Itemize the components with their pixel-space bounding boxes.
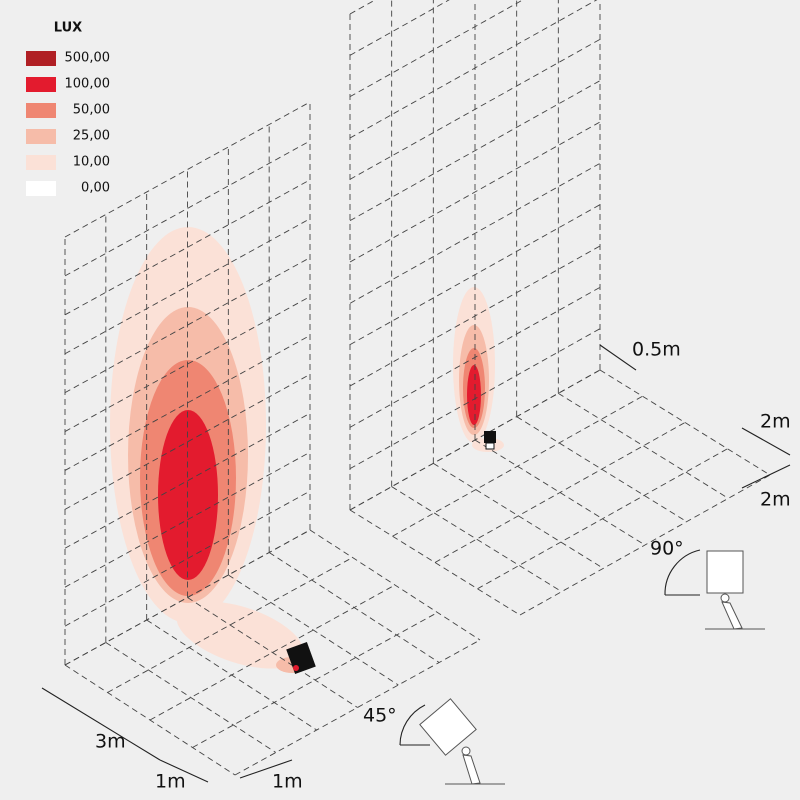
angle-label: 90° (650, 538, 684, 560)
dimension-lines: 3m 1m 1m 0.5m 2m 2m (41, 339, 791, 793)
grid-line (192, 612, 438, 748)
dim-line (159, 759, 209, 783)
legend-swatch (26, 77, 56, 92)
dim-line (239, 759, 293, 779)
legend-swatch (26, 129, 56, 144)
luminaire-left (286, 642, 316, 674)
grid-line (349, 204, 601, 346)
grid-line (349, 162, 601, 304)
angle-icon-90: 90° (650, 538, 765, 630)
legend-label: 10,00 (73, 155, 110, 170)
fixture (419, 698, 477, 756)
grid-line (519, 474, 771, 616)
legend-label: 50,00 (73, 103, 110, 118)
grid-line (64, 529, 311, 666)
dim-line (599, 344, 637, 371)
grid-line (64, 490, 311, 627)
luminaire-base (485, 442, 495, 450)
fixture-arm (462, 754, 481, 785)
angle-label: 45° (363, 705, 397, 727)
luminaire-right (484, 431, 496, 450)
dim-line (741, 464, 791, 489)
grid-line (349, 509, 521, 616)
grid-line (107, 557, 353, 693)
grid-line (349, 80, 601, 222)
legend-label: 500,00 (65, 51, 111, 66)
grid-line (349, 328, 601, 470)
legend-swatch (26, 155, 56, 170)
angle-icon-45: 45° (363, 698, 505, 785)
legend-label: 0,00 (81, 181, 110, 196)
grid-line (234, 639, 481, 776)
grid-line (477, 448, 728, 590)
grid-line (64, 140, 311, 277)
grid-line (558, 392, 729, 499)
grid-line (392, 395, 643, 537)
legend-label: 25,00 (73, 129, 110, 144)
fixture-pivot (461, 746, 471, 756)
grid-line (64, 451, 311, 588)
grid-line (433, 462, 604, 569)
dim-line (741, 427, 791, 456)
grid-line (64, 335, 311, 471)
dim-label: 3m (95, 731, 126, 753)
grids (64, 0, 771, 776)
grid-line (391, 486, 562, 593)
grid-line (434, 422, 686, 563)
fixture-arm (721, 601, 743, 630)
luminaire-body (286, 642, 316, 674)
grid-line (349, 369, 601, 511)
grid-line (64, 296, 311, 432)
grid-line (149, 584, 396, 721)
grid-line (64, 101, 311, 238)
legend-label: 100,00 (65, 77, 111, 92)
grid-line (349, 0, 524, 98)
grid-line (349, 0, 598, 139)
legend-swatch (26, 103, 56, 118)
grid-line (516, 416, 687, 523)
grid-line (64, 179, 311, 316)
grid-line (474, 439, 646, 546)
grid-line (64, 373, 311, 510)
grid-line (64, 412, 311, 549)
grid-line (228, 574, 399, 686)
zone-100 (158, 410, 218, 580)
dim-label: 1m (155, 771, 186, 793)
legend-title: LUX (54, 21, 82, 36)
grid-line (349, 245, 601, 387)
luminaire-body (484, 431, 496, 443)
fixture-pivot (720, 593, 730, 603)
legend: LUX 500,00 100,00 50,00 25,00 10,00 0,00 (26, 21, 111, 196)
grid-line (64, 218, 311, 355)
angle-arc (664, 549, 701, 596)
grid-line (349, 121, 601, 263)
zone-100 (467, 365, 481, 425)
grid-line (599, 369, 771, 476)
dim-label: 1m (272, 771, 303, 793)
dim-label: 2m (760, 489, 791, 511)
angle-arc (399, 704, 426, 746)
grid-line (105, 642, 277, 753)
dim-line (41, 687, 161, 761)
fixture (706, 550, 744, 594)
grid-line (187, 597, 358, 708)
grid-line (349, 38, 601, 180)
grid-line (309, 529, 481, 641)
luminaire-lens (293, 665, 299, 671)
dim-label: 0.5m (632, 339, 681, 361)
grid-line (349, 286, 601, 428)
legend-swatch (26, 181, 56, 196)
grid-line (64, 257, 311, 394)
dim-label: 2m (760, 411, 791, 433)
legend-swatch (26, 51, 56, 66)
